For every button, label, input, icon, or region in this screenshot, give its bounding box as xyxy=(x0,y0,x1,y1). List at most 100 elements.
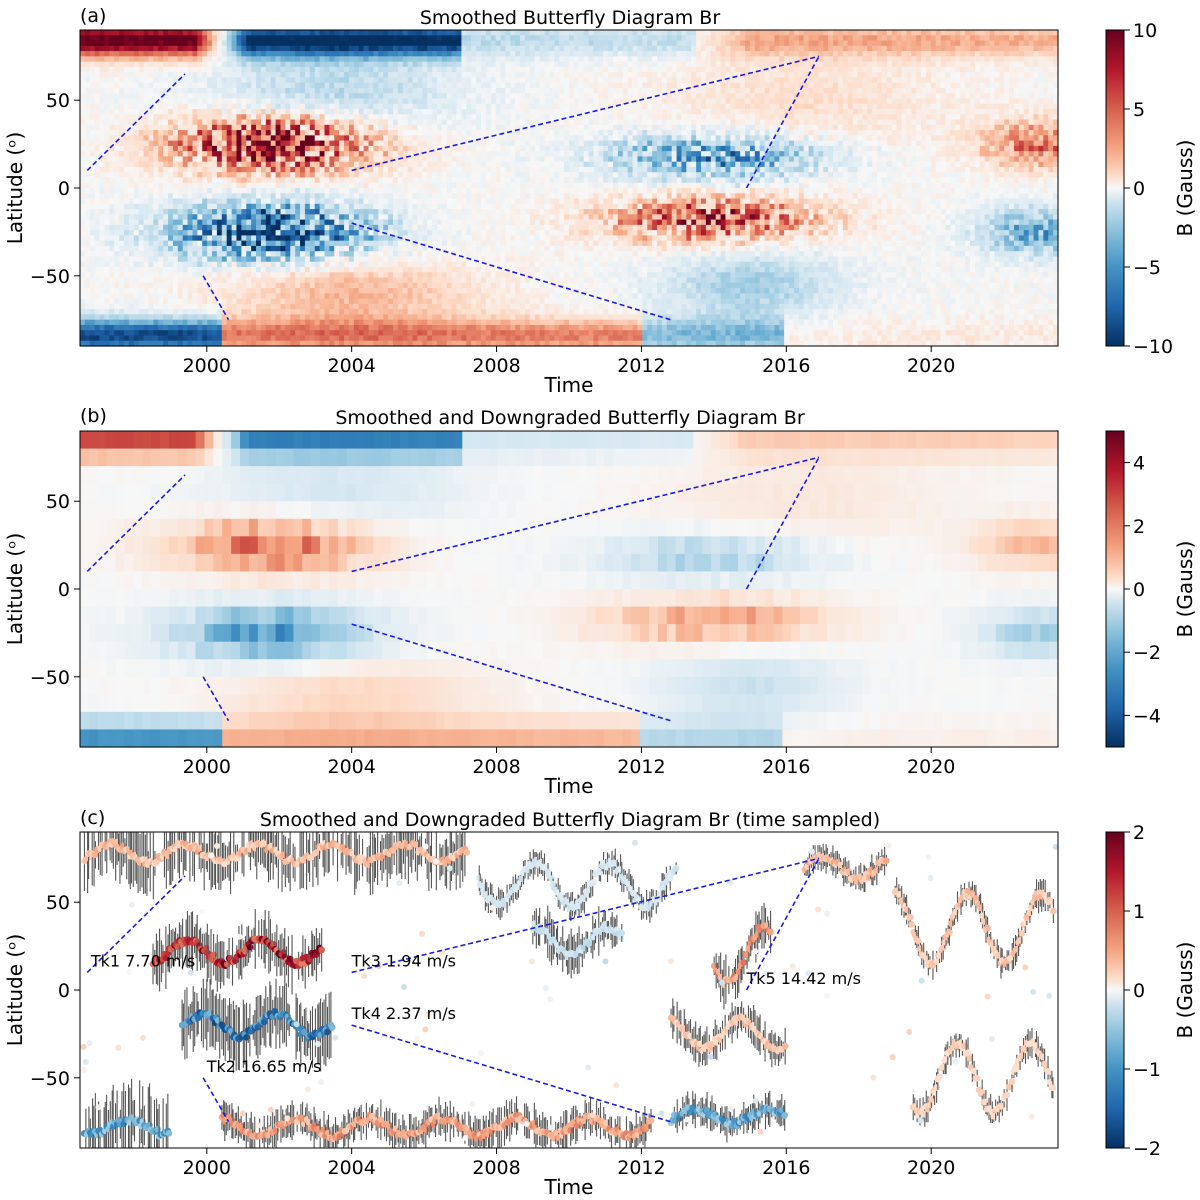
heatmap-cell xyxy=(148,245,154,252)
heatmap-cell xyxy=(226,230,233,236)
heatmap-cell xyxy=(388,288,394,294)
heatmap-cell xyxy=(373,303,379,310)
heatmap-cell xyxy=(104,66,110,73)
heatmap-cell xyxy=(290,61,296,68)
heatmap-cell xyxy=(392,51,399,57)
heatmap-cell xyxy=(314,288,321,294)
heatmap-cell xyxy=(456,182,463,189)
heatmap-cell xyxy=(182,82,189,89)
heatmap-cell xyxy=(256,251,262,258)
heatmap-cell xyxy=(368,119,374,126)
heatmap-cell xyxy=(422,103,428,110)
heatmap-cell xyxy=(392,66,399,73)
heatmap-cell xyxy=(363,309,370,315)
heatmap-cell xyxy=(133,193,140,200)
heatmap-cell xyxy=(104,298,110,305)
heatmap-cell xyxy=(314,245,321,252)
heatmap-cell xyxy=(407,182,414,189)
heatmap-cell xyxy=(275,198,282,205)
heatmap-cell xyxy=(158,140,164,147)
heatmap-cell xyxy=(172,109,179,115)
heatmap-cell xyxy=(192,188,198,194)
heatmap-cell xyxy=(177,288,184,294)
heatmap-cell xyxy=(221,314,228,321)
heatmap-cell xyxy=(231,35,238,42)
heatmap-cell xyxy=(344,66,350,73)
heatmap-cell xyxy=(324,193,330,200)
heatmap-cell xyxy=(256,103,262,110)
heatmap-cell xyxy=(246,103,252,110)
heatmap-cell xyxy=(392,161,399,168)
heatmap-cell xyxy=(324,98,330,105)
heatmap-cell xyxy=(251,230,257,236)
heatmap-cell xyxy=(251,303,257,310)
heatmap-cell xyxy=(187,314,194,321)
heatmap-cell xyxy=(153,272,159,279)
heatmap-cell xyxy=(265,230,272,236)
heatmap-cell xyxy=(471,230,477,236)
heatmap-cell xyxy=(407,30,414,36)
heatmap-cell xyxy=(119,161,125,168)
heatmap-cell xyxy=(275,130,282,136)
heatmap-cell xyxy=(397,72,404,78)
heatmap-cell xyxy=(246,240,252,247)
heatmap-cell xyxy=(373,114,379,121)
heatmap-cell xyxy=(432,198,438,205)
heatmap-cell xyxy=(402,245,409,252)
heatmap-cell xyxy=(461,298,467,305)
heatmap-cell xyxy=(182,303,189,310)
heatmap-cell xyxy=(216,277,223,284)
heatmap-cell xyxy=(456,77,463,84)
heatmap-cell xyxy=(207,235,213,242)
heatmap-cell xyxy=(378,93,384,100)
heatmap-cell xyxy=(207,209,213,215)
heatmap-cell xyxy=(392,145,399,152)
heatmap-cell xyxy=(148,156,154,163)
heatmap-cell xyxy=(192,330,198,337)
heatmap-cell xyxy=(314,156,321,163)
heatmap-cell xyxy=(304,124,311,131)
heatmap-cell xyxy=(221,203,228,210)
heatmap-cell xyxy=(231,198,238,205)
heatmap-cell xyxy=(466,267,472,273)
heatmap-cell xyxy=(412,251,419,258)
heatmap-cell xyxy=(373,214,379,221)
heatmap-cell xyxy=(212,72,218,78)
heatmap-cell xyxy=(295,188,301,194)
heatmap-cell xyxy=(143,193,150,200)
heatmap-cell xyxy=(256,166,262,173)
heatmap-cell xyxy=(114,198,120,205)
heatmap-cell xyxy=(353,209,360,215)
heatmap-cell xyxy=(94,288,101,294)
heatmap-cell xyxy=(192,135,198,142)
heatmap-cell xyxy=(236,35,242,42)
heatmap-cell xyxy=(221,330,228,337)
heatmap-cell xyxy=(124,151,130,157)
heatmap-cell xyxy=(304,267,311,273)
heatmap-cell xyxy=(128,193,135,200)
heatmap-cell xyxy=(84,182,91,189)
heatmap-cell xyxy=(158,77,164,84)
heatmap-cell xyxy=(290,209,296,215)
heatmap-cell xyxy=(114,124,120,131)
heatmap-cell xyxy=(172,261,179,268)
heatmap-cell xyxy=(158,177,164,184)
heatmap-cell xyxy=(197,30,203,36)
heatmap-cell xyxy=(168,203,174,210)
heatmap-cell xyxy=(290,324,296,331)
heatmap-cell xyxy=(80,230,86,236)
heatmap-cell xyxy=(388,30,394,36)
heatmap-cell xyxy=(168,303,174,310)
heatmap-cell xyxy=(246,56,252,63)
heatmap-cell xyxy=(109,188,115,194)
heatmap-cell xyxy=(202,35,208,42)
heatmap-cell xyxy=(119,98,125,105)
heatmap-cell xyxy=(314,103,321,110)
heatmap-cell xyxy=(163,98,169,105)
heatmap-cell xyxy=(383,245,389,252)
heatmap-cell xyxy=(412,103,419,110)
heatmap-cell xyxy=(427,235,433,242)
heatmap-cell xyxy=(133,303,140,310)
heatmap-cell xyxy=(128,340,135,347)
heatmap-cell xyxy=(202,340,208,347)
